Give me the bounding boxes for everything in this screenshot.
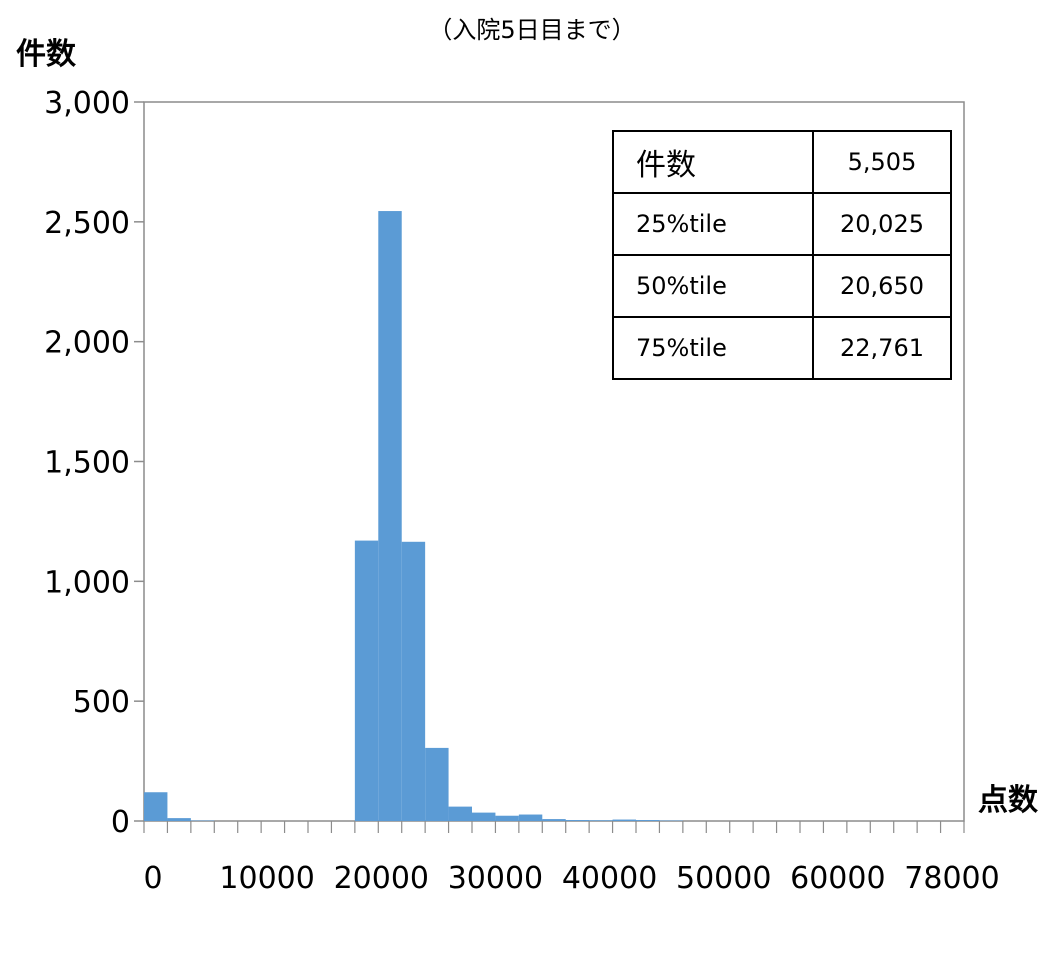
stats-table-row: 25%tile 20,025: [612, 192, 952, 256]
histogram-bar: [448, 806, 472, 821]
y-tick-label: 2,000: [44, 326, 130, 361]
x-tick-label: 50000: [676, 861, 771, 896]
x-tick-label: 60000: [790, 861, 885, 896]
x-axis-title: 点数: [978, 783, 1039, 818]
histogram-bar: [636, 820, 660, 821]
stats-value-cell: 5,505: [812, 130, 952, 194]
y-tick-label: 3,000: [44, 86, 130, 121]
histogram-bar: [612, 819, 636, 821]
histogram-bar: [425, 747, 449, 821]
x-tick-label: 78000: [904, 861, 999, 896]
x-tick-label: 40000: [562, 861, 657, 896]
y-tick-label: 1,500: [44, 446, 130, 481]
histogram-bar: [144, 792, 168, 821]
stats-label-cell: 25%tile: [612, 192, 814, 256]
histogram-bar: [167, 818, 191, 821]
stats-value-cell: 20,025: [812, 192, 952, 256]
stats-table-row: 50%tile 20,650: [612, 254, 952, 318]
x-tick-label: 30000: [448, 861, 543, 896]
y-tick-label: 1,000: [44, 565, 130, 600]
histogram-bar: [401, 541, 426, 821]
y-tick-label: 500: [73, 685, 130, 720]
histogram-bar: [472, 812, 496, 821]
stats-table-row: 75%tile 22,761: [612, 316, 952, 380]
x-tick-label: 20000: [334, 861, 429, 896]
histogram-bar: [518, 814, 543, 821]
bars-group: [144, 211, 683, 822]
chart-title: （入院5日目まで）: [428, 16, 635, 44]
stats-value-cell: 22,761: [812, 316, 952, 380]
x-tick-label: 0: [143, 861, 162, 896]
x-tick-label: 10000: [219, 861, 314, 896]
histogram-bar: [565, 820, 590, 821]
stats-label-cell: 75%tile: [612, 316, 814, 380]
x-ticks-group: 0 10000 20000 30000 40000 50000 60000 78000: [143, 821, 1000, 896]
stats-label-cell: 件数: [612, 130, 814, 194]
stats-value-cell: 20,650: [812, 254, 952, 318]
stats-table: 件数 5,505 25%tile 20,025 50%tile 20,650 75%tile…: [612, 130, 952, 380]
y-ticks-group: 0 500 1,000 1,500 2,000 2,500 3,000: [44, 86, 144, 840]
histogram-bar: [354, 540, 379, 821]
y-axis-title: 件数: [16, 37, 77, 72]
histogram-bar: [542, 819, 566, 821]
y-tick-label: 0: [111, 805, 130, 840]
histogram-bar: [495, 815, 519, 821]
y-tick-label: 2,500: [44, 206, 130, 241]
histogram-bar: [589, 820, 613, 821]
stats-table-row: 件数 5,505: [612, 130, 952, 194]
histogram-bar: [378, 211, 402, 822]
stats-label-cell: 50%tile: [612, 254, 814, 318]
